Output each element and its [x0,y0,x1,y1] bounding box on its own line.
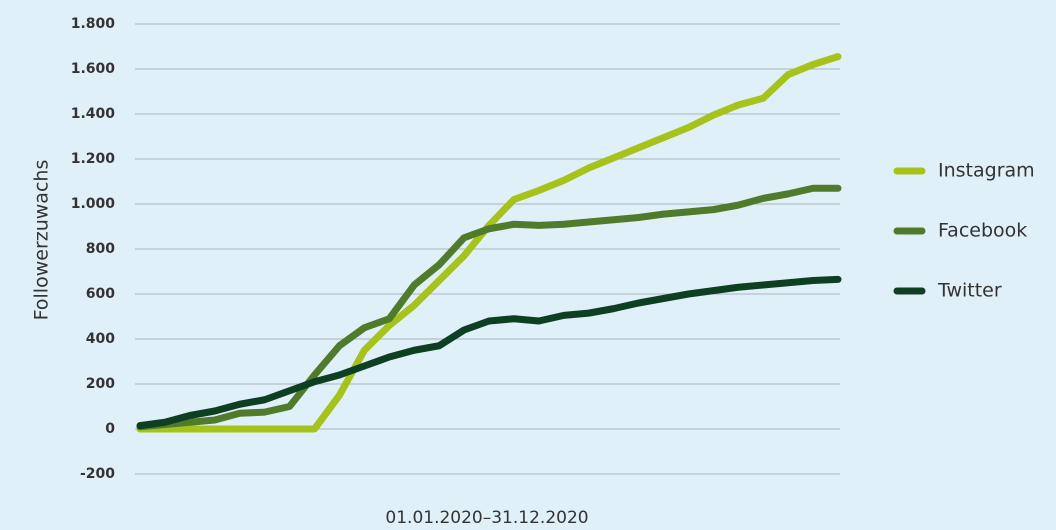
legend-label: Facebook [938,220,1027,242]
legend-label: Twitter [937,280,1002,302]
y-axis-label: Followerzuwachs [31,160,53,321]
series-line [136,184,842,431]
y-tick-label: 0 [105,421,115,437]
legend-label: Instagram [938,160,1035,182]
y-tick-label: 1.200 [71,151,116,167]
y-tick-label: 1.400 [71,106,116,122]
y-tick-label: 1.800 [71,16,116,32]
y-tick-label: 400 [86,331,115,347]
y-tick-label: 600 [86,286,115,302]
y-tick-label: 1.600 [71,61,116,77]
y-tick-label: 800 [86,241,115,257]
y-tick-label: 1.000 [71,196,116,212]
series-line [136,275,842,430]
y-tick-label: -200 [80,466,115,482]
y-tick-label: 200 [86,376,115,392]
x-axis-label: 01.01.2020–31.12.2020 [385,508,588,528]
